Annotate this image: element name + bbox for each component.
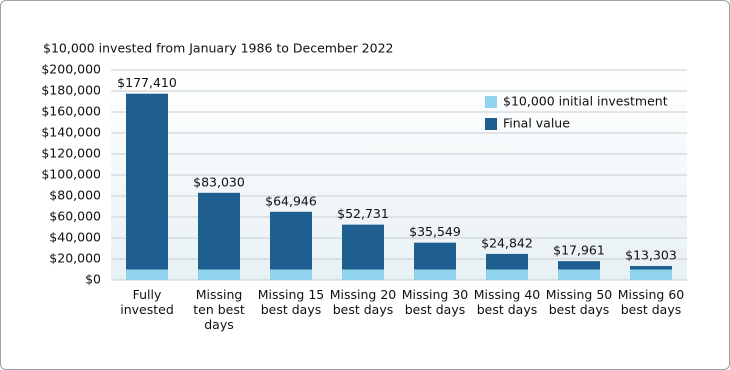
chart-subtitle: $10,000 invested from January 1986 to De… (43, 41, 394, 56)
legend-swatch (485, 96, 497, 108)
x-tick-label: Missing 60 best days (617, 287, 685, 317)
x-tick-label: Missing 50 best days (545, 287, 613, 317)
bar (558, 269, 600, 280)
value-label: $24,842 (481, 235, 533, 250)
value-label: $17,961 (553, 243, 605, 258)
x-tick-label: Fully invested (120, 287, 174, 317)
y-tick-label: $40,000 (49, 230, 101, 245)
bar (198, 269, 240, 280)
bar (270, 269, 312, 280)
value-label: $35,549 (409, 224, 461, 239)
x-tick-label: Missing 30 best days (401, 287, 469, 317)
bar (126, 93, 168, 280)
x-tick-label: Missing 20 best days (329, 287, 397, 317)
value-label: $13,303 (625, 248, 677, 263)
legend-label: $10,000 initial investment (503, 94, 668, 109)
bar (126, 269, 168, 280)
y-tick-label: $160,000 (41, 104, 101, 119)
value-label: $83,030 (193, 174, 245, 189)
y-tick-label: $200,000 (41, 62, 101, 77)
y-tick-label: $20,000 (49, 251, 101, 266)
x-tick-label: Missing 40 best days (473, 287, 541, 317)
x-tick-label: Missing 15 best days (257, 287, 325, 317)
legend-swatch (485, 118, 497, 130)
y-tick-label: $100,000 (41, 167, 101, 182)
y-tick-label: $0 (85, 272, 101, 287)
y-tick-label: $180,000 (41, 83, 101, 98)
bar (486, 269, 528, 280)
bar (630, 269, 672, 280)
bar (342, 269, 384, 280)
y-tick-label: $120,000 (41, 146, 101, 161)
value-label: $64,946 (265, 193, 317, 208)
y-tick-label: $60,000 (49, 209, 101, 224)
bar (198, 192, 240, 280)
value-label: $52,731 (337, 206, 389, 221)
y-tick-label: $140,000 (41, 125, 101, 140)
y-tick-label: $80,000 (49, 188, 101, 203)
bar (414, 269, 456, 280)
value-label: $177,410 (117, 75, 177, 90)
x-tick-label: Missing ten best days (193, 287, 245, 332)
bar (270, 211, 312, 280)
legend-label: Final value (503, 116, 570, 131)
